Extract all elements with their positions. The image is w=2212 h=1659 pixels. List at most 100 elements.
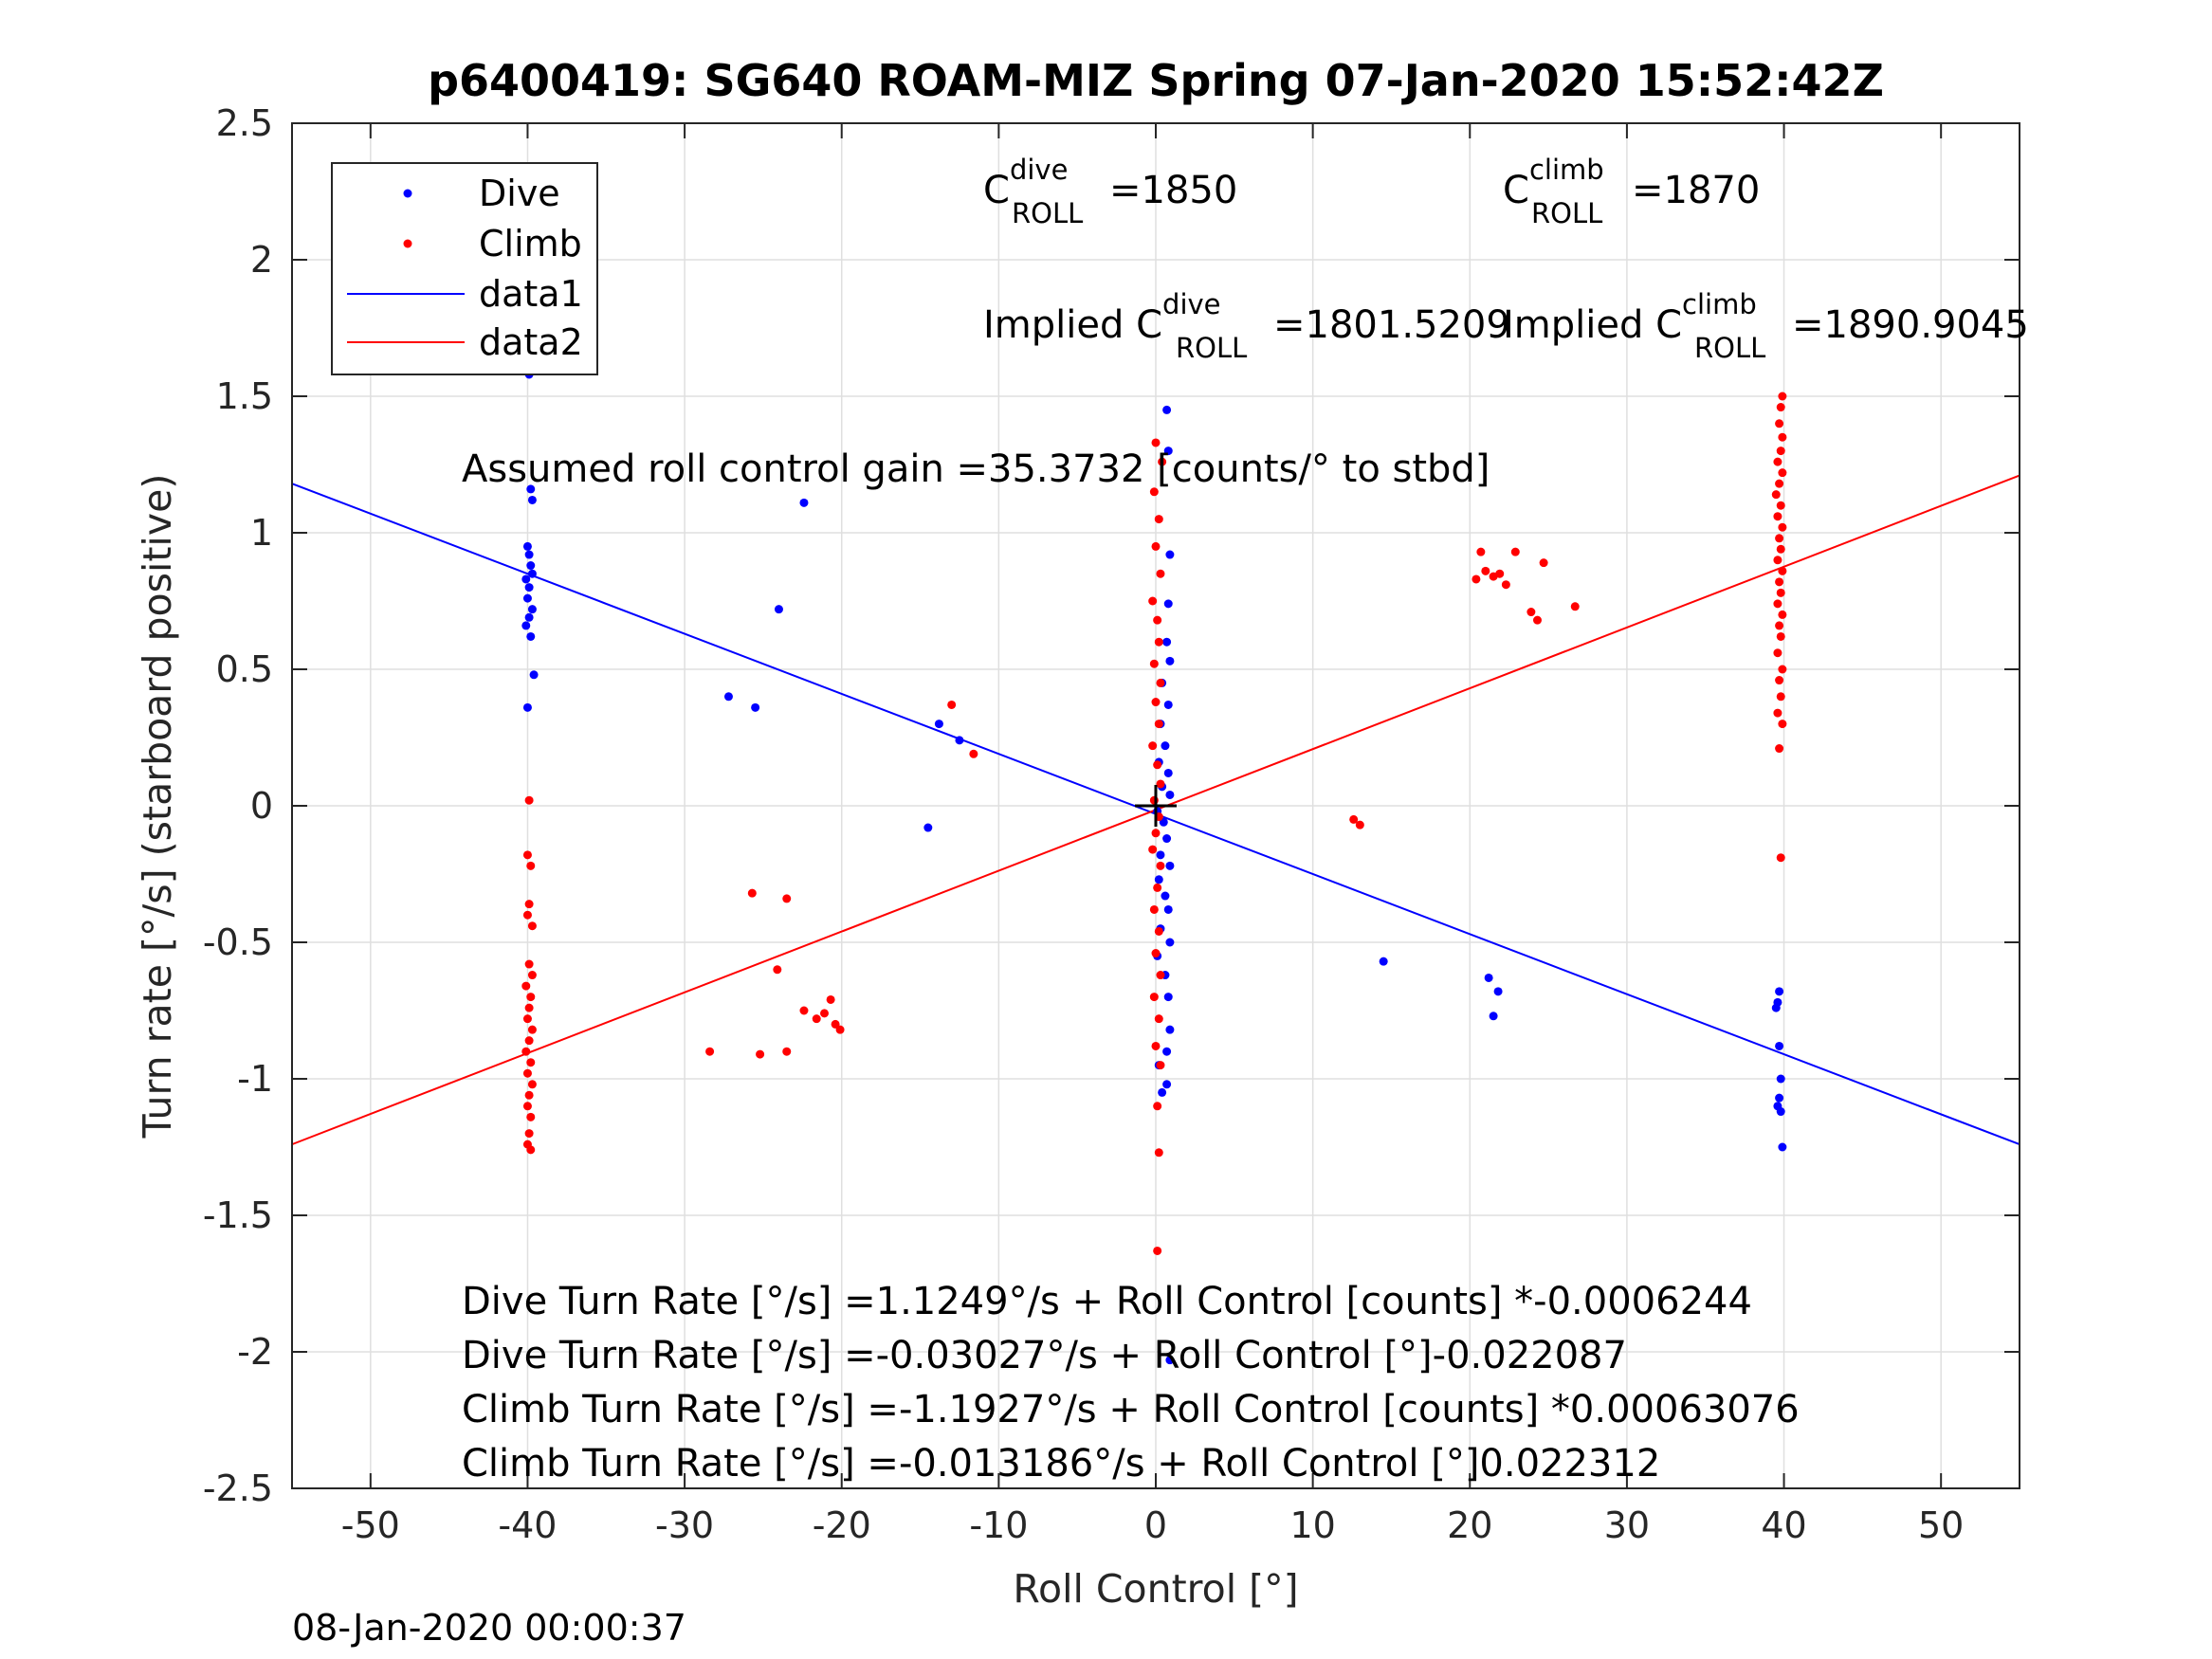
climb-point	[1154, 515, 1163, 524]
dive-point	[1162, 405, 1172, 414]
climb-point	[1153, 1102, 1162, 1111]
dive-point	[1161, 741, 1170, 751]
climb-point	[1778, 610, 1787, 619]
climb-point	[1148, 596, 1158, 606]
dive-point	[723, 692, 733, 702]
climb-point	[1778, 566, 1787, 575]
y-tick-label: -2.5	[203, 1468, 273, 1509]
dive-point	[521, 621, 531, 630]
climb-point	[1778, 720, 1787, 729]
climb-point	[1153, 1246, 1162, 1255]
climb-point	[1775, 479, 1784, 488]
dive-point	[527, 569, 537, 578]
climb-point	[756, 1049, 765, 1059]
climb-point	[522, 1014, 532, 1024]
climb-point	[1778, 432, 1787, 442]
dive-point	[1775, 987, 1784, 996]
dive-point	[1165, 656, 1175, 665]
legend-data2-label: data2	[479, 321, 583, 363]
climb-point	[1778, 522, 1787, 532]
climb-point	[1776, 853, 1785, 863]
climb-point	[1148, 741, 1158, 751]
climb-point	[1153, 883, 1162, 892]
climb-point	[524, 795, 534, 805]
dive-point	[526, 631, 536, 641]
climb-point	[1775, 577, 1784, 587]
climb-point	[1154, 720, 1163, 729]
climb-point	[1151, 949, 1161, 958]
climb-point	[1156, 779, 1165, 789]
dive-point	[1165, 938, 1175, 947]
climb-point	[1775, 676, 1784, 685]
x-tick-label: 30	[1604, 1504, 1650, 1546]
climb-point	[1773, 457, 1782, 466]
dive-point	[1775, 1093, 1784, 1103]
x-axis-label: Roll Control [°]	[1013, 1566, 1298, 1612]
dive-point	[1165, 790, 1175, 799]
climb-point	[1156, 861, 1165, 870]
y-tick-label: 0.5	[216, 648, 273, 690]
y-tick-label: 2	[250, 239, 273, 281]
dive-point	[1162, 834, 1172, 844]
y-tick-label: 1.5	[216, 375, 273, 417]
y-axis-label: Turn rate [°/s] (starboard positive)	[135, 474, 180, 1139]
climb-point	[1149, 993, 1159, 1002]
climb-point	[799, 1006, 809, 1015]
dive-point	[521, 574, 531, 584]
dive-point	[955, 736, 964, 745]
dive-point	[1162, 1080, 1172, 1089]
dive-point	[1778, 1142, 1787, 1152]
data-points	[521, 370, 1787, 1365]
dive-point	[1161, 891, 1170, 901]
climb-point	[1151, 1041, 1161, 1050]
climb-point	[969, 749, 978, 758]
climb-point	[527, 1025, 537, 1034]
equation-2: Dive Turn Rate [°/s] =-0.03027°/s + Roll…	[462, 1334, 1627, 1377]
dive-coeff-annotation: Cdive ROLL=1850	[983, 154, 1237, 229]
climb-point	[1775, 744, 1784, 754]
climb-point	[1773, 708, 1782, 718]
climb-point	[1501, 580, 1510, 590]
implied-climb-annotation: Implied Cclimb ROLL=1890.9045	[1503, 288, 2029, 364]
dive-point	[1484, 973, 1493, 982]
climb-point	[1151, 438, 1161, 447]
climb-point	[1355, 820, 1364, 830]
dive-point	[1489, 1012, 1498, 1021]
dive-point	[799, 498, 809, 507]
dive-point	[1771, 1003, 1781, 1012]
equation-3: Climb Turn Rate [°/s] =-1.1927°/s + Roll…	[462, 1388, 1800, 1431]
climb-point	[1349, 814, 1359, 824]
dive-point	[524, 612, 534, 622]
dive-point	[923, 823, 933, 832]
annotations: Cdive ROLL=1850 Cclimb ROLL=1870 Implied C…	[462, 154, 2029, 1486]
dive-point	[1158, 1087, 1167, 1097]
y-tick-label: -0.5	[203, 921, 273, 963]
climb-point	[947, 700, 957, 709]
footer-timestamp: 08-Jan-2020 00:00:37	[292, 1607, 686, 1649]
climb-point	[1149, 904, 1159, 914]
dive-point	[1775, 1041, 1784, 1050]
climb-point	[524, 1003, 534, 1012]
dive-point	[526, 561, 536, 571]
y-tick-label: 1	[250, 512, 273, 554]
climb-point	[521, 981, 531, 991]
dive-point	[1163, 599, 1173, 609]
climb-point	[1773, 512, 1782, 521]
climb-point	[1154, 1148, 1163, 1158]
climb-point	[782, 894, 792, 903]
dive-point	[1165, 1356, 1175, 1365]
x-tick-label: 10	[1289, 1504, 1335, 1546]
legend-climb-label: Climb	[479, 223, 582, 264]
chart-title: p6400419: SG640 ROAM-MIZ Spring 07-Jan-2…	[428, 55, 1884, 106]
climb-point	[1156, 971, 1165, 980]
x-tick-label: -20	[813, 1504, 871, 1546]
climb-point	[526, 1112, 536, 1121]
legend-dive-marker	[403, 189, 412, 198]
x-tick-label: 40	[1761, 1504, 1806, 1546]
climb-point	[812, 1014, 821, 1024]
climb-point	[1495, 569, 1505, 578]
x-tick-label: -30	[655, 1504, 714, 1546]
x-tick-label: 0	[1144, 1504, 1167, 1546]
dive-point	[1163, 768, 1173, 777]
